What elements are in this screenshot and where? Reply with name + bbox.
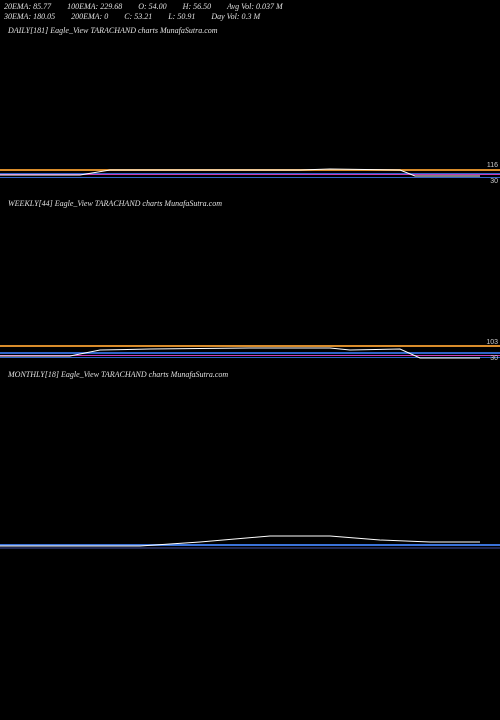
chart-area <box>0 378 500 554</box>
price-series <box>0 200 500 376</box>
stat-ema20: 20EMA: 85.77 <box>4 2 51 12</box>
chart-area: 103 30 <box>0 200 500 376</box>
chart-panel-1: WEEKLY[44] Eagle_View TARACHAND charts M… <box>0 200 500 376</box>
chart-panel-2: MONTHLY[18] Eagle_View TARACHAND charts … <box>0 378 500 554</box>
stat-open: O: 54.00 <box>138 2 166 12</box>
axis-label-bottom: 30 <box>490 178 498 185</box>
stat-avgvol: Avg Vol: 0.037 M <box>227 2 283 12</box>
axis-label-top: 116 <box>487 162 498 169</box>
chart-area: 116 30 <box>0 22 500 198</box>
axis-label-bottom: 30 <box>490 355 498 362</box>
stat-high: H: 56.50 <box>183 2 211 12</box>
price-series <box>0 22 500 198</box>
axis-label-top: 103 <box>486 339 498 346</box>
price-series <box>0 378 500 554</box>
stat-ema100: 100EMA: 229.68 <box>67 2 122 12</box>
header-row-1: 20EMA: 85.77 100EMA: 229.68 O: 54.00 H: … <box>4 2 496 12</box>
chart-panel-0: DAILY[181] Eagle_View TARACHAND charts M… <box>0 22 500 198</box>
